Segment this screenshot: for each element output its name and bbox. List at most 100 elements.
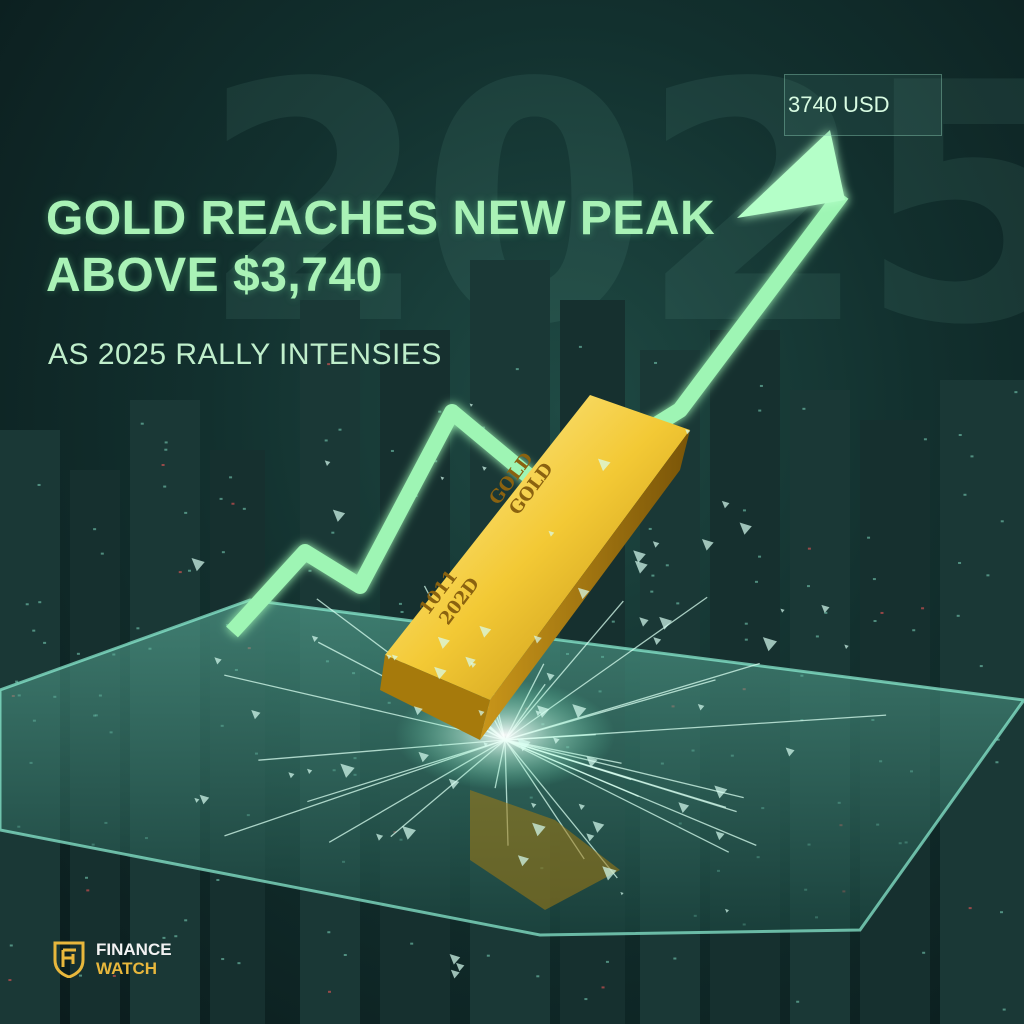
glass-shard: [531, 802, 537, 809]
window-light: [221, 551, 225, 554]
glass-shard: [437, 636, 450, 649]
glass-shard: [697, 703, 705, 711]
glass-shard: [482, 466, 487, 471]
glass-shard: [553, 737, 560, 744]
window-light: [648, 527, 652, 530]
glass-shard: [324, 460, 331, 466]
window-light: [343, 954, 347, 957]
window-light: [867, 536, 871, 539]
window-light: [536, 975, 540, 978]
window-light: [79, 974, 83, 977]
glass-shard: [721, 500, 730, 509]
window-light: [880, 611, 884, 614]
glass-shard: [456, 962, 465, 972]
glass-shard: [478, 710, 485, 717]
window-light: [958, 561, 962, 564]
window-light: [481, 426, 485, 429]
glass-shard: [533, 635, 542, 644]
window-light: [76, 652, 80, 655]
glass-shard: [701, 538, 714, 551]
window-light: [995, 761, 999, 764]
glass-shard: [532, 822, 546, 837]
window-light: [231, 502, 235, 505]
window-light: [15, 680, 19, 683]
brand-name-line-1: FINANCE: [96, 940, 172, 959]
window-light: [744, 622, 748, 625]
window-light: [38, 601, 42, 604]
window-light: [327, 363, 331, 366]
window-light: [338, 428, 342, 431]
glass-shard: [479, 625, 492, 638]
shield-logo-icon: [53, 941, 85, 978]
glass-shard: [659, 616, 673, 630]
window-light: [242, 507, 246, 510]
window-light: [1002, 1008, 1006, 1011]
trend-arrow-head: [737, 130, 845, 218]
glass-shard: [639, 617, 649, 627]
window-light: [112, 974, 116, 977]
window-light: [873, 620, 877, 623]
glass-shard: [517, 737, 531, 752]
window-light: [1014, 391, 1018, 394]
subheadline: AS 2025 RALLY INTENSIES: [48, 338, 442, 371]
window-light: [178, 571, 182, 574]
window-light: [921, 607, 925, 610]
glass-shard: [340, 763, 355, 778]
window-light: [410, 942, 414, 945]
glass-shards: [191, 403, 849, 979]
window-light: [86, 889, 90, 892]
window-light: [331, 531, 335, 534]
glass-shard: [535, 710, 542, 716]
window-light: [584, 998, 588, 1001]
glass-shard: [483, 742, 488, 747]
window-light: [923, 438, 927, 441]
window-light: [611, 620, 615, 623]
window-light: [184, 919, 188, 922]
window-light: [824, 611, 828, 614]
window-light: [229, 476, 233, 479]
window-light: [754, 580, 758, 583]
window-light: [400, 610, 404, 613]
window-light: [654, 361, 658, 364]
window-light: [405, 358, 409, 361]
glass-shard: [402, 825, 416, 840]
window-light: [162, 936, 166, 939]
brand-name-line-2: WATCH: [96, 959, 158, 978]
glass-shard: [633, 550, 646, 563]
glass-shard: [332, 509, 346, 522]
window-light: [1000, 520, 1004, 523]
price-tag-label: 3740 USD: [788, 92, 890, 117]
glass-shard: [307, 768, 313, 774]
glass-shard: [465, 656, 476, 668]
window-light: [237, 962, 241, 965]
window-light: [390, 449, 394, 452]
window-light: [912, 629, 916, 632]
window-light: [8, 979, 12, 982]
glass-shard: [586, 756, 598, 768]
window-light: [815, 635, 819, 638]
window-light: [324, 439, 328, 442]
window-light: [872, 578, 876, 581]
window-light: [216, 878, 220, 881]
window-light: [136, 627, 140, 630]
window-light: [742, 509, 746, 512]
glass-shard: [577, 587, 590, 600]
glass-shard: [780, 608, 785, 613]
window-light: [486, 954, 490, 957]
glass-shard: [785, 747, 795, 757]
glass-shard: [634, 560, 648, 574]
headline: GOLD REACHES NEW PEAK ABOVE $3,740: [46, 190, 715, 304]
window-light: [996, 738, 1000, 741]
glass-shard: [714, 785, 728, 799]
glass-shard: [199, 794, 210, 805]
window-light: [676, 602, 680, 605]
glass-shard: [844, 644, 849, 649]
brand-logo: FINANCE WATCH: [52, 940, 172, 978]
glass-shard: [288, 772, 295, 779]
window-light: [802, 407, 806, 410]
glass-shard: [376, 833, 384, 841]
window-light: [796, 1000, 800, 1003]
glass-shard: [469, 403, 474, 407]
